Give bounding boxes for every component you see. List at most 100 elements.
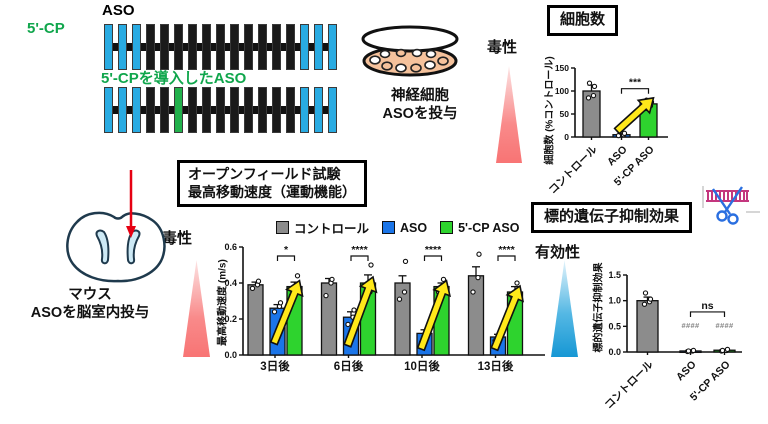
svg-text:ns: ns bbox=[701, 300, 713, 312]
mrna-cleavage-icon bbox=[702, 186, 760, 225]
svg-text:***: *** bbox=[629, 77, 642, 89]
petri-dish-illustration bbox=[361, 25, 459, 77]
toxicity-gradient-triangle-cell bbox=[496, 66, 522, 163]
backbone-link bbox=[225, 106, 230, 114]
nucleotide-black bbox=[272, 24, 281, 70]
improvement-arrow bbox=[269, 279, 304, 346]
backbone-link bbox=[169, 43, 174, 51]
toxicity-label-field: 毒性 bbox=[162, 230, 193, 247]
nucleotide-green bbox=[174, 87, 183, 133]
legend-item-cp-aso: 5'-CP ASO bbox=[440, 221, 519, 235]
nucleotide-black bbox=[230, 24, 239, 70]
injection-needle-icon bbox=[126, 170, 136, 238]
backbone-link bbox=[267, 43, 272, 51]
nucleotide-black bbox=[188, 24, 197, 70]
backbone-link bbox=[211, 106, 216, 114]
nucleotide-black bbox=[188, 87, 197, 133]
backbone-link bbox=[309, 106, 314, 114]
legend-swatch-aso bbox=[382, 221, 396, 234]
nucleotide-black bbox=[146, 87, 155, 133]
left-ventricle bbox=[95, 229, 110, 265]
cell-assay-caption: 神経細胞 ASOを投与 bbox=[356, 87, 484, 123]
svg-text:****: **** bbox=[351, 244, 368, 256]
nucleotide-black bbox=[230, 87, 239, 133]
backbone-link bbox=[281, 106, 286, 114]
cp-aso-structure-label: 5'-CPを導入したASO bbox=[101, 70, 247, 87]
nucleotide-black bbox=[160, 87, 169, 133]
svg-text:****: **** bbox=[425, 244, 442, 256]
svg-text:0.0: 0.0 bbox=[608, 347, 621, 357]
backbone-link bbox=[281, 43, 286, 51]
cell-dots bbox=[369, 48, 449, 73]
backbone-link bbox=[253, 43, 258, 51]
cell-count-title: 細胞数 bbox=[547, 5, 619, 36]
backbone-link bbox=[309, 43, 314, 51]
nucleotide-cyan bbox=[118, 87, 127, 133]
legend-label-control: コントロール bbox=[294, 222, 370, 236]
aso-structure-label: ASO bbox=[102, 2, 135, 19]
cell-assay-caption-line2: ASOを投与 bbox=[382, 106, 458, 123]
nucleotide-cyan bbox=[300, 24, 309, 70]
svg-text:1.5: 1.5 bbox=[608, 270, 621, 280]
svg-text:50: 50 bbox=[560, 109, 570, 119]
backbone-link bbox=[323, 43, 328, 51]
efficacy-gradient-triangle bbox=[551, 260, 578, 357]
nucleotide-black bbox=[174, 24, 183, 70]
nucleotide-black bbox=[258, 24, 267, 70]
nucleotide-black bbox=[216, 24, 225, 70]
backbone-link bbox=[211, 43, 216, 51]
nucleotide-black bbox=[202, 24, 211, 70]
backbone-link bbox=[155, 106, 160, 114]
svg-text:0.4: 0.4 bbox=[224, 278, 237, 288]
efficacy-label: 有効性 bbox=[535, 244, 581, 261]
svg-text:13日後: 13日後 bbox=[478, 359, 514, 373]
nucleotide-cyan bbox=[328, 87, 337, 133]
nucleotide-black bbox=[258, 87, 267, 133]
svg-text:コントロール: コントロール bbox=[547, 143, 600, 196]
legend-item-aso: ASO bbox=[382, 221, 427, 235]
scissors-icon bbox=[712, 186, 743, 225]
open-field-legend: コントロール ASO 5'-CP ASO bbox=[276, 218, 519, 237]
svg-text:3日後: 3日後 bbox=[260, 359, 290, 373]
backbone-link bbox=[295, 43, 300, 51]
backbone-link bbox=[253, 106, 258, 114]
svg-text:コントロール: コントロール bbox=[603, 358, 656, 411]
svg-text:0: 0 bbox=[564, 132, 569, 142]
backbone-link bbox=[295, 106, 300, 114]
legend-swatch-cp-aso bbox=[440, 221, 454, 234]
backbone-link bbox=[197, 106, 202, 114]
backbone-link bbox=[127, 106, 132, 114]
brain-outline bbox=[66, 211, 166, 283]
legend-swatch-control bbox=[276, 221, 289, 234]
backbone-link bbox=[183, 43, 188, 51]
backbone-link bbox=[155, 43, 160, 51]
mouse-assay-caption: マウス ASOを脳室内投与 bbox=[10, 286, 170, 322]
nucleotide-black bbox=[202, 87, 211, 133]
svg-text:0.2: 0.2 bbox=[224, 314, 237, 324]
nucleotide-black bbox=[216, 87, 225, 133]
legend-label-cp-aso: 5'-CP ASO bbox=[458, 220, 520, 235]
backbone-link bbox=[113, 106, 118, 114]
svg-text:ASO: ASO bbox=[674, 359, 699, 384]
backbone-link bbox=[183, 106, 188, 114]
svg-text:0.0: 0.0 bbox=[224, 350, 237, 360]
improvement-arrow bbox=[613, 96, 655, 135]
nucleotide-black bbox=[160, 24, 169, 70]
svg-text:1.0: 1.0 bbox=[608, 296, 621, 306]
nucleotide-cyan bbox=[132, 87, 141, 133]
svg-text:100: 100 bbox=[555, 86, 569, 96]
backbone-link bbox=[169, 106, 174, 114]
nucleotide-black bbox=[272, 87, 281, 133]
backbone-link bbox=[239, 43, 244, 51]
backbone-link bbox=[113, 43, 118, 51]
nucleotide-cyan bbox=[314, 24, 323, 70]
nucleotide-cyan bbox=[104, 87, 113, 133]
svg-text:####: #### bbox=[682, 321, 700, 330]
svg-text:0.6: 0.6 bbox=[224, 242, 237, 252]
nucleotide-cyan bbox=[328, 24, 337, 70]
nucleotide-black bbox=[244, 87, 253, 133]
nucleotide-cyan bbox=[104, 24, 113, 70]
